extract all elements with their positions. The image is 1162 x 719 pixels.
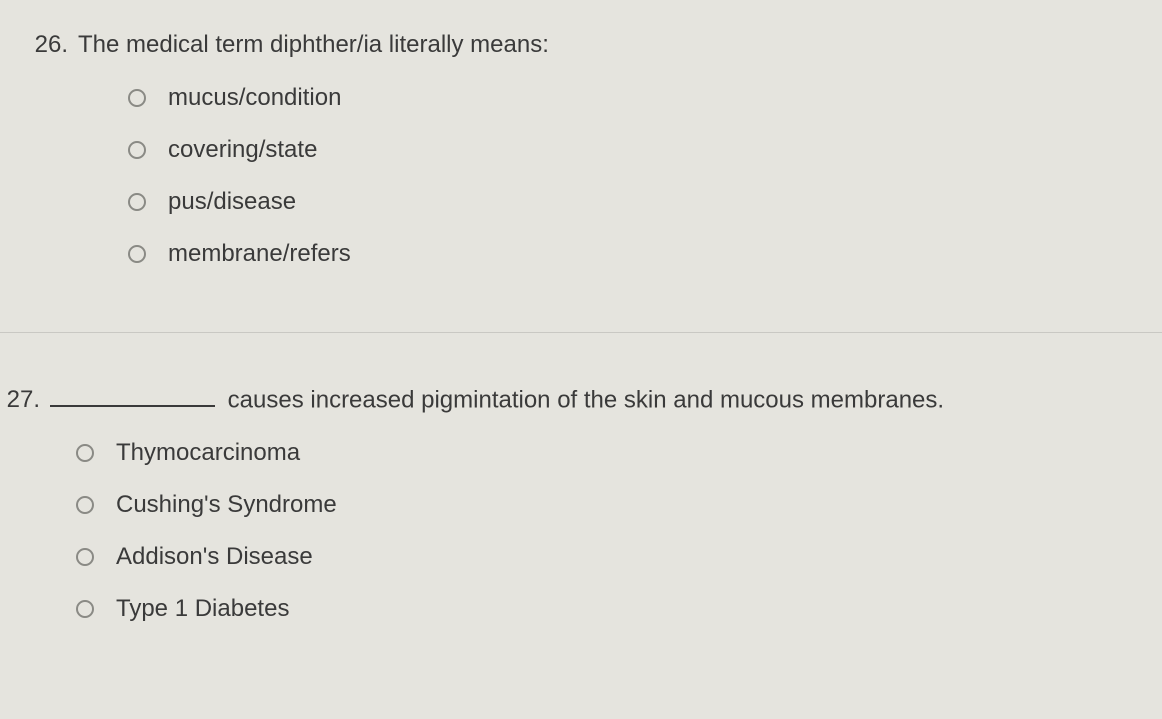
question-text: The medical term diphther/ia literally m… — [78, 28, 549, 62]
radio-icon[interactable] — [76, 600, 94, 618]
option-row[interactable]: membrane/refers — [128, 240, 1142, 268]
radio-icon[interactable] — [128, 193, 146, 211]
option-row[interactable]: Addison's Disease — [76, 543, 1142, 571]
option-row[interactable]: Type 1 Diabetes — [76, 595, 1142, 623]
option-row[interactable]: pus/disease — [128, 188, 1142, 216]
option-row[interactable]: Thymocarcinoma — [76, 439, 1142, 467]
question-26-prompt: 26. The medical term diphther/ia literal… — [24, 28, 1142, 62]
question-26-options: mucus/condition covering/state pus/disea… — [128, 84, 1142, 268]
radio-icon[interactable] — [76, 548, 94, 566]
radio-icon[interactable] — [128, 245, 146, 263]
question-number: 26. — [24, 31, 68, 59]
fill-in-blank[interactable] — [50, 381, 215, 407]
radio-icon[interactable] — [128, 89, 146, 107]
question-text: causes increased pigmintation of the ski… — [50, 381, 944, 417]
radio-icon[interactable] — [76, 444, 94, 462]
option-label: Type 1 Diabetes — [116, 595, 289, 623]
option-row[interactable]: Cushing's Syndrome — [76, 491, 1142, 519]
question-number: 27. — [4, 386, 40, 414]
option-label: Cushing's Syndrome — [116, 491, 337, 519]
question-text-after-blank: causes increased pigmintation of the ski… — [228, 386, 944, 413]
option-label: covering/state — [168, 136, 317, 164]
question-27-options: Thymocarcinoma Cushing's Syndrome Addiso… — [76, 439, 1142, 623]
option-label: Thymocarcinoma — [116, 439, 300, 467]
question-27: 27. causes increased pigmintation of the… — [0, 333, 1162, 687]
question-26: 26. The medical term diphther/ia literal… — [0, 0, 1162, 332]
option-label: pus/disease — [168, 188, 296, 216]
radio-icon[interactable] — [128, 141, 146, 159]
option-label: mucus/condition — [168, 84, 341, 112]
option-row[interactable]: mucus/condition — [128, 84, 1142, 112]
question-27-prompt: 27. causes increased pigmintation of the… — [4, 381, 1142, 417]
option-label: Addison's Disease — [116, 543, 313, 571]
option-row[interactable]: covering/state — [128, 136, 1142, 164]
option-label: membrane/refers — [168, 240, 351, 268]
radio-icon[interactable] — [76, 496, 94, 514]
